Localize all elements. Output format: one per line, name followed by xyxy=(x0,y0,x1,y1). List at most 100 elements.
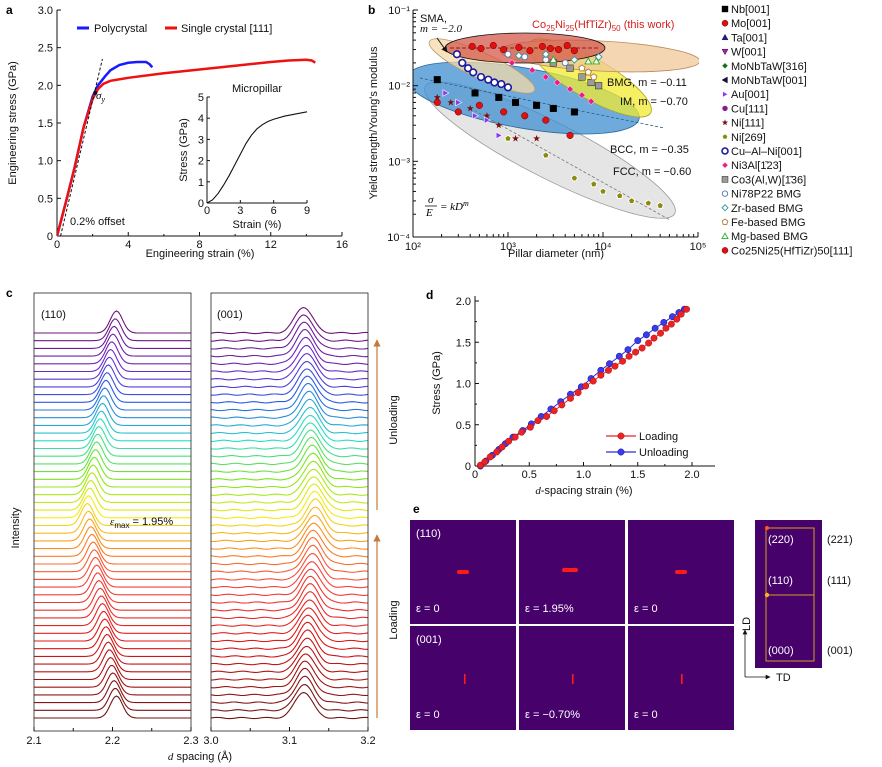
point-au-001- xyxy=(455,98,463,107)
point-cu-al-ni-001- xyxy=(469,68,478,77)
legend-label: Co25Ni25(HfTiZr)50[111] xyxy=(731,245,852,257)
point-loading xyxy=(667,320,675,328)
diffraction-profile xyxy=(34,556,191,580)
diffraction-profile xyxy=(211,498,368,527)
diffraction-profile xyxy=(34,425,191,450)
diffraction-profile xyxy=(34,487,191,511)
panel-b-ylabel: Yield strength/Young's modulus xyxy=(368,46,380,199)
diffraction-profile xyxy=(34,587,191,611)
x-tick-label: 3.0 xyxy=(203,735,218,747)
diffraction-profile xyxy=(34,333,191,357)
legend-label: Cu[111] xyxy=(731,103,768,115)
fit-line-fcc xyxy=(469,107,671,221)
annotation-im: IM, m = −0.70 xyxy=(620,96,688,108)
legend-loading: Loading xyxy=(639,431,678,443)
diffraction-spot xyxy=(562,568,578,572)
inset-y-tick-label: 1 xyxy=(198,177,204,189)
point-mo-001- xyxy=(433,98,441,107)
diffraction-profile xyxy=(211,422,368,450)
panel-b-legend: Nb[001] Mo[001] Ta[001] W[001] MoNbTaW[316] M… xyxy=(721,4,852,257)
inset-xlabel: Strain (%) xyxy=(233,219,282,231)
diffraction-profile xyxy=(34,510,191,534)
point-co25ni25-hftizr-50-111- xyxy=(570,47,578,55)
diffraction-profile xyxy=(211,629,368,658)
panel-d-legend: Loading Unloading xyxy=(606,431,689,459)
diffraction-profile xyxy=(34,649,191,673)
series-polycrystal xyxy=(57,60,154,237)
point-unloading xyxy=(615,352,623,360)
panel-c: c 2.1 2.2 2.3 3.0 3.1 3.2 (110) (001) εmax = … xyxy=(6,286,400,763)
point-mg-based-bmg xyxy=(592,57,601,65)
y-tick-label: 10⁻³ xyxy=(388,156,410,168)
diffraction-profile xyxy=(34,348,191,373)
y-tick-label: 1.5 xyxy=(456,337,471,349)
sma-arrow xyxy=(436,37,448,53)
point-loading xyxy=(518,428,526,436)
legend-marker-unloading xyxy=(617,448,625,456)
legend-label: Nb[001] xyxy=(731,4,770,16)
point-mg-based-bmg xyxy=(549,55,558,63)
point-co25ni25-hftizr-50-111- xyxy=(546,44,555,53)
td-label: TD xyxy=(776,672,791,684)
diffraction-profile xyxy=(211,336,368,365)
point-ni-269- xyxy=(504,134,512,142)
panel-b-xlabel: Pillar diameter (nm) xyxy=(508,248,604,260)
panel-a-plot xyxy=(57,58,316,237)
point-ni-269- xyxy=(542,151,550,159)
point-loading xyxy=(574,389,582,397)
point-ni-111- xyxy=(495,121,503,129)
point-loading xyxy=(673,315,681,323)
diffraction-profile xyxy=(34,441,191,465)
inset-series-micropillar xyxy=(206,111,308,204)
legend-label: Ni[269] xyxy=(731,132,766,144)
y-tick-label: 3.0 xyxy=(38,5,53,17)
point-co25ni25-hftizr-50-111- xyxy=(538,42,546,50)
point-ni3al-1-23- xyxy=(553,78,561,87)
point-ni-269- xyxy=(616,191,624,199)
panel-c-right-profiles xyxy=(211,307,368,720)
ref-label-220: (220) xyxy=(768,534,794,546)
diffraction-spot xyxy=(675,570,687,574)
point-cu-al-ni-001- xyxy=(497,79,506,89)
diffraction-profile xyxy=(34,464,191,488)
diffraction-profile xyxy=(211,360,368,389)
legend-marker-co3-al-w-1-36- xyxy=(721,176,729,183)
panel-b-points xyxy=(433,41,664,209)
diffraction-profile xyxy=(34,687,191,711)
point-fe-based-bmg xyxy=(590,73,598,81)
legend-marker-mo-001- xyxy=(721,19,729,27)
ref-label-001: (001) xyxy=(827,645,853,657)
point-loading xyxy=(605,366,612,374)
tile-strain-label: ε = 0 xyxy=(634,603,658,615)
point-loading xyxy=(526,423,534,431)
loading-label: Loading xyxy=(388,600,400,639)
tile-strain-label: ε = 0 xyxy=(416,709,440,721)
point-unloading xyxy=(660,319,668,326)
point-cu-al-ni-001- xyxy=(490,78,499,87)
yield-point-marker xyxy=(93,90,98,95)
inset-title: Micropillar xyxy=(232,83,282,95)
diffraction-tile: ε = −0.70% xyxy=(519,626,625,730)
legend-marker-monbtaw-001- xyxy=(721,76,728,84)
legend-label: Au[001] xyxy=(731,89,769,101)
point-loading xyxy=(645,339,653,347)
diffraction-profile xyxy=(211,614,368,643)
legend-unloading: Unloading xyxy=(639,447,689,459)
annotation-fcc: FCC, m = −0.60 xyxy=(613,166,691,178)
point-loading xyxy=(677,310,685,318)
point-loading xyxy=(550,407,558,415)
legend-marker-ta-001- xyxy=(721,33,729,40)
diffraction-profile xyxy=(211,452,368,481)
diffraction-tile: ε = 1.95% xyxy=(519,520,625,624)
x-tick-label: 2.0 xyxy=(684,469,699,481)
point-co3-al-w-1-36- xyxy=(587,79,595,87)
diffraction-profile xyxy=(211,591,368,620)
diffraction-tile: ε = 0 xyxy=(628,520,734,624)
point-loading xyxy=(493,448,501,456)
panel-label-e: e xyxy=(413,502,420,516)
diffraction-spot xyxy=(464,674,466,684)
x-tick-label: 2.3 xyxy=(183,735,198,747)
ref-label-110: (110) xyxy=(768,575,793,587)
legend-marker-fe-based-bmg xyxy=(721,218,729,225)
